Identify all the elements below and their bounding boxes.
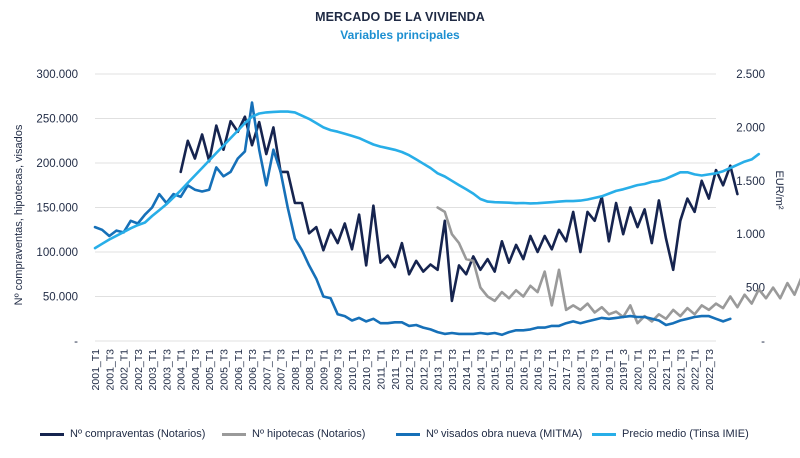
x-tick-label: 2011_T1 xyxy=(376,349,388,390)
y-axis-label-right: EUR/m² xyxy=(773,170,785,209)
x-tick-label: 2013_T3 xyxy=(447,349,459,391)
y-tick-left: 100.000 xyxy=(36,247,78,259)
x-tick-label: 2001_T3 xyxy=(104,349,116,391)
x-tick-label: 2019_T1 xyxy=(604,349,616,391)
x-tick-label: 2020_T3 xyxy=(647,349,659,391)
x-tick-label: 2016_T1 xyxy=(518,349,530,391)
x-tick-label: 2018_T3 xyxy=(590,349,602,391)
series-line-1 xyxy=(436,206,800,325)
legend-swatch-precio xyxy=(592,432,616,436)
x-tick-label: 2019T_3 xyxy=(618,349,630,391)
y-axis-label-left: Nº compraventas, hipotecas, visados xyxy=(13,124,25,305)
x-tick-label: 2017_T3 xyxy=(561,349,573,391)
x-tick-label: 2020_T1 xyxy=(632,349,644,391)
x-tick-label: 2001_T1 xyxy=(90,349,102,391)
legend-label-hipotecas: Nº hipotecas (Notarios) xyxy=(252,428,366,440)
legend-item-visados: Nº visados obra nueva (MITMA) xyxy=(396,428,582,440)
x-tick-label: 2003_T1 xyxy=(147,349,159,391)
x-tick-label: 2006_T3 xyxy=(247,349,259,391)
legend-swatch-hipotecas xyxy=(222,432,246,436)
x-tick-label: 2003_T3 xyxy=(161,349,173,391)
y-tick-left: 50.000 xyxy=(43,292,78,304)
gridlines xyxy=(95,73,716,342)
x-tick-label: 2010_T3 xyxy=(361,349,373,391)
x-tick-label: 2018_T1 xyxy=(575,349,587,391)
x-tick-label: 2005_T3 xyxy=(218,349,230,391)
x-tick-label: 2011_T3 xyxy=(390,349,402,390)
y-tick-left: 300.000 xyxy=(36,69,78,81)
y-tick-right: 2.000 xyxy=(736,122,765,134)
series-lines xyxy=(93,101,800,337)
x-tick-label: 2002_T1 xyxy=(119,349,131,391)
x-tick-label: 2021_T1 xyxy=(661,349,673,391)
x-tick-label: 2013_T1 xyxy=(433,349,445,391)
legend-label-precio: Precio medio (Tinsa IMIE) xyxy=(622,428,749,440)
x-tick-label: 2007_T3 xyxy=(276,349,288,391)
x-tick-label: 2015_T1 xyxy=(490,349,502,391)
y-tick-right: 2.500 xyxy=(736,69,765,81)
chart-legend: Nº compraventas (Notarios) Nº hipotecas … xyxy=(0,428,800,448)
x-tick-label: 2010_T1 xyxy=(347,349,359,391)
x-tick-label: 2009_T1 xyxy=(318,349,330,391)
y-tick-left: - xyxy=(74,336,78,348)
x-tick-label: 2005_T1 xyxy=(204,349,216,391)
x-tick-label: 2016_T3 xyxy=(533,349,545,391)
y-tick-right: 1.000 xyxy=(736,229,765,241)
x-tick-label: 2007_T1 xyxy=(261,349,273,391)
x-tick-label: 2006_T1 xyxy=(233,349,245,391)
x-tick-label: 2012_T3 xyxy=(418,349,430,391)
y-tick-left: 200.000 xyxy=(36,158,78,170)
x-tick-label: 2022_T1 xyxy=(690,349,702,391)
legend-item-compraventas: Nº compraventas (Notarios) xyxy=(40,428,205,440)
chart-subtitle: Variables principales xyxy=(340,28,460,42)
series-line-0 xyxy=(179,115,739,303)
y-tick-left: 250.000 xyxy=(36,114,78,126)
legend-label-visados: Nº visados obra nueva (MITMA) xyxy=(426,428,583,440)
legend-swatch-compraventas xyxy=(40,432,64,436)
y-tick-right: - xyxy=(761,336,765,348)
chart-title: MERCADO DE LA VIVIENDA xyxy=(315,10,485,24)
y-tick-right: 1.500 xyxy=(736,176,765,188)
x-tick-label: 2017_T1 xyxy=(547,349,559,391)
series-line-2 xyxy=(93,101,732,337)
x-tick-label: 2009_T3 xyxy=(333,349,345,391)
series-line-3 xyxy=(93,110,761,250)
legend-item-hipotecas: Nº hipotecas (Notarios) xyxy=(222,428,365,440)
x-tick-label: 2008_T1 xyxy=(290,349,302,391)
axes: - 50.000 100.000 150.000 200.000 250.000 300.0… xyxy=(36,69,765,390)
x-tick-label: 2015_T3 xyxy=(504,349,516,391)
legend-label-compraventas: Nº compraventas (Notarios) xyxy=(70,428,206,440)
legend-item-precio: Precio medio (Tinsa IMIE) xyxy=(592,428,749,440)
x-tick-label: 2012_T1 xyxy=(404,349,416,391)
x-tick-label: 2014_T1 xyxy=(461,349,473,391)
x-tick-label: 2008_T3 xyxy=(304,349,316,391)
x-tick-label: 2002_T3 xyxy=(133,349,145,391)
x-tick-label: 2004_T3 xyxy=(190,349,202,391)
x-tick-label: 2021_T3 xyxy=(675,349,687,391)
y-tick-left: 150.000 xyxy=(36,203,78,215)
x-tick-label: 2014_T3 xyxy=(475,349,487,391)
legend-swatch-visados xyxy=(396,432,420,436)
x-tick-label: 2004_T1 xyxy=(176,349,188,391)
x-tick-label: 2022_T3 xyxy=(704,349,716,391)
